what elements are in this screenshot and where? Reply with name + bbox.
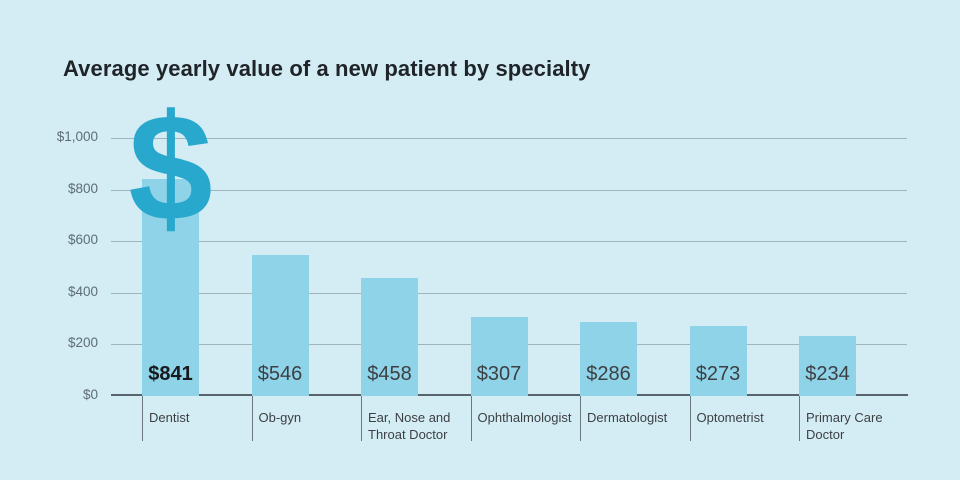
gridline: [111, 241, 907, 243]
chart-title: Average yearly value of a new patient by…: [63, 56, 591, 81]
bar: $546: [251, 255, 309, 396]
category-tick: [799, 396, 800, 441]
y-tick-label: $800: [67, 180, 98, 196]
category-label: Dermatologist: [587, 410, 668, 425]
category-tick: [251, 396, 253, 441]
bar: $234: [799, 336, 856, 396]
category-label: Optometrist: [696, 410, 764, 425]
category-label: Ophthalmologist: [477, 410, 572, 425]
bar: $841: [142, 179, 199, 396]
bar-value-label: $286: [586, 363, 631, 385]
bar: $307: [470, 317, 528, 396]
y-tick-label: $0: [82, 387, 98, 402]
bar-value-label: $307: [476, 363, 522, 385]
gridline: [111, 189, 907, 191]
category-tick: [580, 396, 581, 441]
bar-value-label: $546: [257, 363, 303, 385]
bar-value-label: $273: [695, 363, 741, 385]
bar-chart-plot: $1,000 $800 $600 $400 $200 $0 $841 Dentist $546 O…: [57, 92, 908, 442]
y-tick-label: $600: [67, 232, 98, 248]
bar: $273: [689, 326, 747, 396]
category-tick: [689, 396, 691, 441]
gridline: [111, 292, 907, 294]
bar-value-label: $841: [148, 363, 193, 385]
category-label: Primary Care Doctor: [806, 410, 883, 442]
category-label: Dentist: [149, 410, 190, 425]
category-label: Ear, Nose and Throat Doctor: [368, 410, 451, 442]
bar-value-label: $458: [367, 363, 412, 385]
category-label: Ob-gyn: [258, 410, 302, 425]
dollar-sign-icon: $: [128, 82, 213, 253]
bar-value-label: $234: [805, 363, 850, 385]
y-tick-label: $400: [67, 283, 98, 299]
bar: $458: [361, 278, 418, 396]
bar: $286: [580, 322, 637, 396]
category-tick: [361, 396, 362, 441]
category-tick: [142, 396, 143, 441]
category-tick: [470, 396, 472, 441]
y-tick-label: $200: [67, 335, 98, 351]
gridline: [111, 138, 907, 139]
y-tick-label: $1,000: [56, 129, 98, 144]
